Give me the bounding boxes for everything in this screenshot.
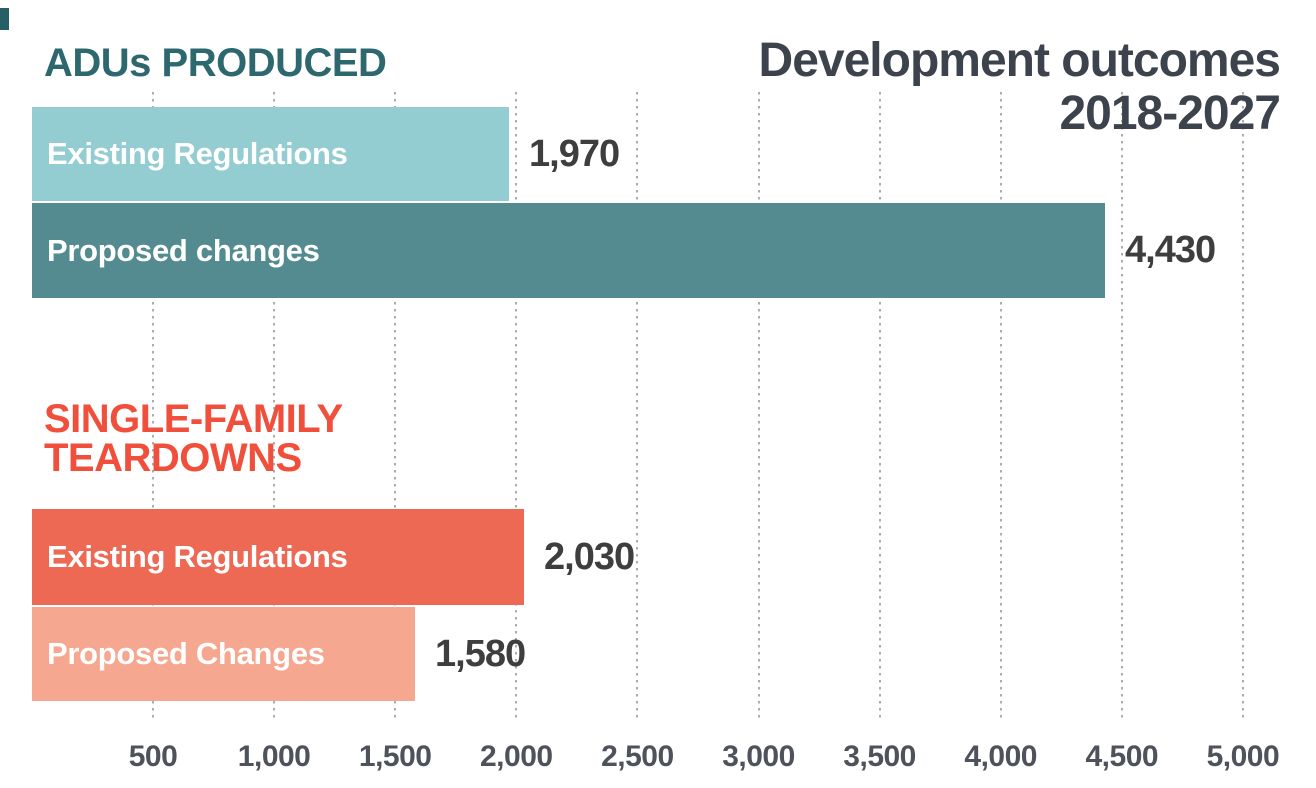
bar-label: Existing Regulations: [47, 136, 348, 171]
x-axis-tick-label: 3,500: [843, 740, 916, 773]
gridline: [1241, 92, 1244, 718]
chart-title: Development outcomes: [758, 34, 1281, 87]
cropped-logo-mark: [0, 8, 9, 30]
bar-label: Existing Regulations: [47, 539, 348, 574]
bar-value-label: 4,430: [1125, 229, 1216, 271]
x-axis-tick-label: 4,000: [964, 740, 1037, 773]
group-heading-line: SINGLE-FAMILY: [44, 397, 343, 441]
bar: Existing Regulations: [32, 107, 509, 201]
group-heading-adus-produced: ADUs PRODUCED: [44, 41, 387, 85]
bar: Proposed Changes: [32, 607, 415, 701]
x-axis-tick-label: 2,500: [601, 740, 674, 773]
gridline: [757, 92, 760, 718]
bar-label: Proposed Changes: [47, 636, 325, 671]
x-axis-tick-label: 3,000: [722, 740, 795, 773]
gridline: [999, 92, 1002, 718]
x-axis-tick-label: 2,000: [480, 740, 553, 773]
group-heading-single-family-teardowns: SINGLE-FAMILY TEARDOWNS: [44, 397, 343, 480]
gridline: [394, 92, 397, 718]
bar-value-label: 2,030: [544, 535, 635, 578]
bar-label: Proposed changes: [47, 232, 320, 268]
gridline: [152, 92, 154, 718]
gridline: [1120, 92, 1123, 718]
x-axis-tick-label: 5,000: [1206, 740, 1280, 773]
chart-title-block: Development outcomes 2018-2027: [758, 34, 1281, 140]
bar: Existing Regulations: [32, 509, 524, 605]
bar: Proposed changes: [32, 203, 1105, 298]
bar-value-label: 1,580: [435, 632, 526, 675]
gridline: [878, 92, 881, 718]
gridline: [636, 92, 639, 718]
x-axis-tick-label: 1,000: [237, 740, 311, 773]
group-heading-line: TEARDOWNS: [44, 436, 302, 480]
x-axis-tick-label: 4,500: [1085, 740, 1159, 773]
bar-value-label: 1,970: [529, 132, 620, 175]
gridline: [515, 92, 518, 718]
gridline: [273, 92, 276, 718]
x-axis-tick-label: 1,500: [358, 740, 432, 773]
chart-subtitle: 2018-2027: [1059, 87, 1281, 140]
x-axis-tick-label: 500: [128, 740, 178, 773]
